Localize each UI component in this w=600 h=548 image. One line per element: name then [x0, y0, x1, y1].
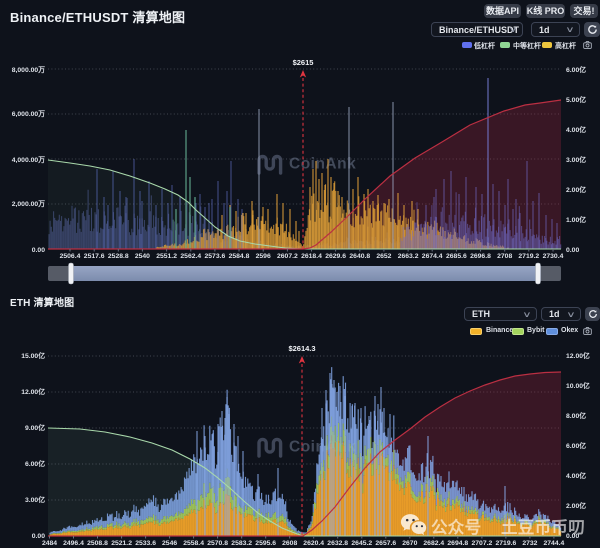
svg-text:2663.2: 2663.2 [398, 253, 419, 260]
svg-text:2607.2: 2607.2 [277, 253, 298, 260]
svg-text:0.00: 0.00 [32, 247, 45, 254]
svg-text:2744.4: 2744.4 [544, 540, 565, 547]
svg-text:2620.4: 2620.4 [303, 540, 324, 547]
svg-text:9.00亿: 9.00亿 [25, 423, 45, 432]
svg-text:2652: 2652 [376, 253, 391, 260]
svg-text:2521.2: 2521.2 [111, 540, 132, 547]
svg-text:2696.8: 2696.8 [470, 253, 491, 260]
svg-text:5.00亿: 5.00亿 [566, 95, 586, 104]
svg-text:2595.6: 2595.6 [255, 540, 276, 547]
svg-text:2732: 2732 [522, 540, 537, 547]
svg-text:6.00亿: 6.00亿 [566, 441, 586, 450]
svg-text:2562.4: 2562.4 [180, 253, 201, 260]
svg-text:2682.4: 2682.4 [423, 540, 444, 547]
svg-text:12.00亿: 12.00亿 [566, 351, 590, 360]
svg-text:4.00亿: 4.00亿 [566, 471, 586, 480]
svg-text:0.00: 0.00 [566, 247, 579, 254]
svg-text:6.00亿: 6.00亿 [25, 459, 45, 468]
svg-text:2.00亿: 2.00亿 [566, 185, 586, 194]
svg-text:2719.6: 2719.6 [496, 540, 517, 547]
svg-text:6,000.00万: 6,000.00万 [12, 110, 45, 118]
svg-text:2708: 2708 [497, 253, 512, 260]
svg-text:2558.4: 2558.4 [183, 540, 204, 547]
svg-text:6.00亿: 6.00亿 [566, 65, 586, 74]
svg-text:2632.8: 2632.8 [327, 540, 348, 547]
svg-text:2.00亿: 2.00亿 [566, 501, 586, 510]
svg-text:2719.2: 2719.2 [518, 253, 539, 260]
svg-text:2540: 2540 [135, 253, 150, 260]
svg-text:2528.8: 2528.8 [108, 253, 129, 260]
svg-text:2645.2: 2645.2 [351, 540, 372, 547]
svg-text:2508.8: 2508.8 [87, 540, 108, 547]
svg-text:2583.2: 2583.2 [231, 540, 252, 547]
svg-text:15.00亿: 15.00亿 [21, 351, 45, 360]
svg-text:2573.6: 2573.6 [205, 253, 226, 260]
svg-text:3.00亿: 3.00亿 [566, 155, 586, 164]
svg-text:0.00: 0.00 [32, 533, 45, 540]
svg-text:2484: 2484 [42, 540, 57, 547]
svg-text:2629.6: 2629.6 [325, 253, 346, 260]
svg-text:2551.2: 2551.2 [156, 253, 177, 260]
svg-text:10.00亿: 10.00亿 [566, 381, 590, 390]
svg-text:2657.6: 2657.6 [375, 540, 396, 547]
svg-text:2546: 2546 [162, 540, 177, 547]
svg-text:2570.8: 2570.8 [207, 540, 228, 547]
svg-text:4,000.00万: 4,000.00万 [12, 156, 45, 164]
svg-text:2496.4: 2496.4 [63, 540, 84, 547]
svg-text:$2614.3: $2614.3 [288, 344, 315, 353]
svg-text:2506.4: 2506.4 [60, 253, 81, 260]
svg-text:2670: 2670 [402, 540, 417, 547]
svg-text:2608: 2608 [282, 540, 297, 547]
svg-text:3.00亿: 3.00亿 [25, 495, 45, 504]
svg-text:8,000.00万: 8,000.00万 [12, 66, 45, 74]
svg-text:2517.6: 2517.6 [84, 253, 105, 260]
svg-text:2640.8: 2640.8 [349, 253, 370, 260]
svg-text:1.00亿: 1.00亿 [566, 215, 586, 224]
svg-text:2533.6: 2533.6 [135, 540, 156, 547]
svg-text:2596: 2596 [256, 253, 271, 260]
svg-text:CoinAnk: CoinAnk [289, 156, 356, 173]
svg-text:$2615: $2615 [293, 58, 314, 67]
svg-text:2,000.00万: 2,000.00万 [12, 200, 45, 208]
svg-text:2707.2: 2707.2 [472, 540, 493, 547]
svg-text:2674.4: 2674.4 [422, 253, 443, 260]
svg-text:8.00亿: 8.00亿 [566, 411, 586, 420]
svg-text:2685.6: 2685.6 [446, 253, 467, 260]
svg-text:4.00亿: 4.00亿 [566, 125, 586, 134]
svg-text:2584.8: 2584.8 [229, 253, 250, 260]
svg-text:2694.8: 2694.8 [447, 540, 468, 547]
svg-text:0.00: 0.00 [566, 533, 579, 540]
svg-text:12.00亿: 12.00亿 [21, 387, 45, 396]
svg-text:2618.4: 2618.4 [301, 253, 322, 260]
svg-text:2730.4: 2730.4 [543, 253, 564, 260]
